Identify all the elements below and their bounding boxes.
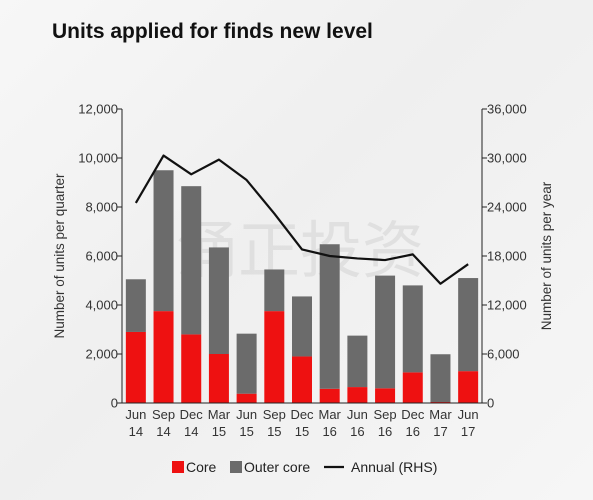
x-tick-label-10: Dec <box>401 407 425 422</box>
x-tick-sublabel-6: 15 <box>295 424 309 439</box>
bar-outer-core-11 <box>430 354 451 403</box>
bar-outer-core-10 <box>402 285 423 373</box>
right-tick-label-6: 36,000 <box>487 102 527 117</box>
x-tick-sublabel-3: 15 <box>212 424 226 439</box>
x-tick-label-6: Dec <box>290 407 314 422</box>
x-tick-label-0: Jun <box>125 407 146 422</box>
bar-core-8 <box>347 387 368 403</box>
bar-core-9 <box>375 388 396 403</box>
right-tick-label-0: 0 <box>487 396 494 411</box>
legend-label-outer-core: Outer core <box>244 459 310 475</box>
left-tick-label-0: 0 <box>111 396 118 411</box>
bar-outer-core-7 <box>319 244 340 389</box>
bar-core-2 <box>181 334 202 403</box>
bar-outer-core-1 <box>153 170 174 312</box>
x-tick-sublabel-0: 14 <box>129 424 143 439</box>
bars-group <box>125 170 479 403</box>
legend-label-core: Core <box>186 459 217 475</box>
x-tick-label-3: Mar <box>208 407 231 422</box>
x-tick-sublabel-4: 15 <box>239 424 253 439</box>
x-tick-label-8: Jun <box>347 407 368 422</box>
x-tick-label-7: Mar <box>318 407 341 422</box>
x-tick-sublabel-2: 14 <box>184 424 198 439</box>
bar-outer-core-8 <box>347 335 368 388</box>
bar-core-0 <box>125 331 146 403</box>
chart-title: Units applied for finds new level <box>52 20 373 43</box>
right-tick-label-4: 24,000 <box>487 200 527 215</box>
left-tick-label-2: 4,000 <box>85 298 118 313</box>
right-tick-label-5: 30,000 <box>487 151 527 166</box>
x-tick-sublabel-7: 16 <box>322 424 336 439</box>
legend-label-annual: Annual (RHS) <box>351 459 437 475</box>
x-tick-label-1: Sep <box>152 407 175 422</box>
bar-outer-core-0 <box>125 279 146 332</box>
x-tick-sublabel-1: 14 <box>156 424 170 439</box>
x-tick-label-5: Sep <box>263 407 286 422</box>
x-tick-sublabel-10: 16 <box>406 424 420 439</box>
x-tick-sublabel-8: 16 <box>350 424 364 439</box>
right-tick-label-1: 6,000 <box>487 347 520 362</box>
bar-core-4 <box>236 393 257 403</box>
x-tick-label-12: Jun <box>458 407 479 422</box>
left-tick-label-5: 10,000 <box>78 151 118 166</box>
y2-axis-title: Number of units per year <box>539 181 554 330</box>
x-tick-label-11: Mar <box>429 407 452 422</box>
bar-core-6 <box>292 356 312 403</box>
left-tick-label-4: 8,000 <box>85 200 118 215</box>
bar-outer-core-9 <box>375 275 396 389</box>
bar-outer-core-3 <box>208 247 229 354</box>
bar-core-5 <box>264 311 285 403</box>
bar-core-10 <box>402 372 423 403</box>
y-axis-title: Number of units per quarter <box>52 173 67 339</box>
legend-swatch-core <box>172 461 184 473</box>
bar-outer-core-2 <box>181 186 202 335</box>
x-tick-label-9: Sep <box>374 407 397 422</box>
left-tick-label-6: 12,000 <box>78 102 118 117</box>
x-tick-sublabel-9: 16 <box>378 424 392 439</box>
legend: Core Outer core Annual (RHS) <box>172 459 437 475</box>
right-tick-label-3: 18,000 <box>487 249 527 264</box>
bar-core-3 <box>208 354 229 403</box>
right-tick-label-2: 12,000 <box>487 298 527 313</box>
bar-core-12 <box>458 371 479 403</box>
bar-core-1 <box>153 311 174 403</box>
x-tick-sublabel-5: 15 <box>267 424 281 439</box>
bar-outer-core-12 <box>458 278 479 372</box>
bar-outer-core-5 <box>264 269 285 312</box>
left-tick-label-1: 2,000 <box>85 347 118 362</box>
left-tick-label-3: 6,000 <box>85 249 118 264</box>
axes-group: 0 2,000 4,000 6,000 8,000 10,000 12,000 0 6,000 1… <box>52 102 554 440</box>
x-tick-sublabel-11: 17 <box>433 424 447 439</box>
x-tick-label-4: Jun <box>236 407 257 422</box>
annual-line-group <box>134 154 469 285</box>
bar-outer-core-4 <box>236 333 257 394</box>
bar-outer-core-6 <box>292 296 312 357</box>
x-tick-sublabel-12: 17 <box>461 424 475 439</box>
bar-core-7 <box>319 388 340 403</box>
legend-swatch-outer-core <box>230 461 242 473</box>
annual-line <box>134 154 469 285</box>
x-tick-label-2: Dec <box>180 407 204 422</box>
